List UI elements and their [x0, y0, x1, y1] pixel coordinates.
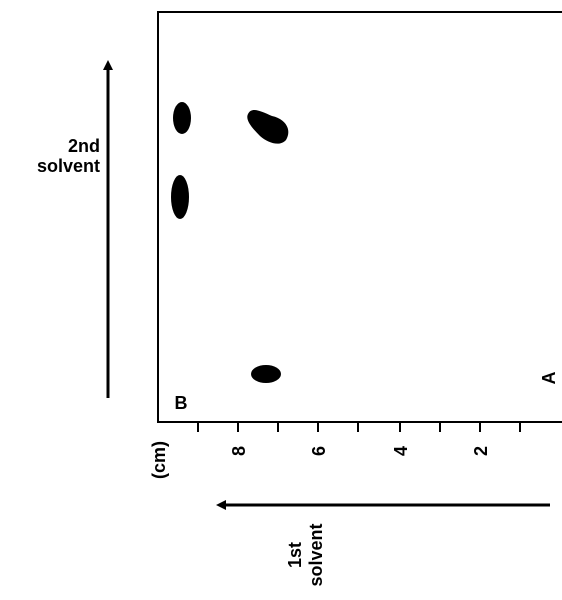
label: solvent [306, 523, 326, 586]
tick-label: 2 [471, 446, 491, 456]
corner-label: B [175, 393, 188, 413]
spot [171, 175, 189, 219]
chromatogram-figure: 2nd solvent 1st solvent (cm) 8 6 4 2 B A [0, 0, 562, 600]
spot [247, 110, 288, 144]
axis-unit: (cm) [149, 441, 169, 479]
tick-marks [198, 422, 520, 432]
label: solvent [37, 156, 100, 176]
corner-label: A [539, 372, 559, 385]
plate-border [158, 12, 562, 422]
spot [251, 365, 281, 383]
tick-label: 4 [391, 446, 411, 456]
spot [173, 102, 191, 134]
tick-label: 8 [229, 446, 249, 456]
tick-label: 6 [309, 446, 329, 456]
label: 2nd [68, 136, 100, 156]
label: 1st [285, 542, 305, 568]
spots [171, 102, 288, 383]
